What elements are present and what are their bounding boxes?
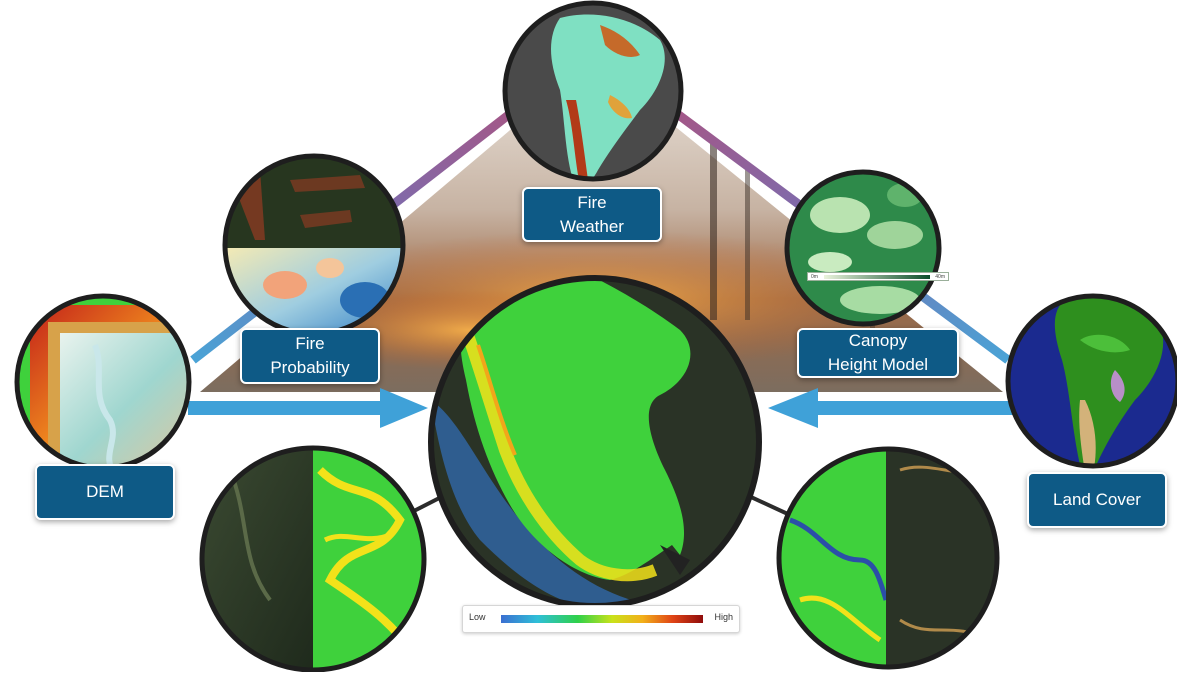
canopy-scale-low: 0m [811,274,818,280]
canopy-scale-bar [824,275,930,279]
land-cover-map [1005,293,1177,469]
canopy-scale-high: 40m [935,274,945,280]
fuel-comparison-right-map [776,446,1000,670]
fire-probability-label: Fire Probability [240,328,380,384]
fire-probability-text: Fire Probability [270,334,350,377]
canopy-height-text: Canopy Height Model [827,331,929,374]
land-cover-label: Land Cover [1027,472,1167,528]
fuel-comparison-left-map [199,445,427,673]
legend-low-label: Low [469,612,486,622]
canopy-height-scale: 0m 40m [807,272,949,281]
canopy-height-map [784,169,942,327]
dem-map [14,293,192,471]
fire-weather-map [502,0,684,182]
central-risk-map [428,275,762,609]
fire-weather-text: Fire Weather [560,192,624,236]
risk-color-legend: Low High [462,605,740,633]
land-cover-text: Land Cover [1053,490,1141,509]
dem-label: DEM [35,464,175,520]
canopy-height-label: Canopy Height Model [797,328,959,378]
arrow-right-icon [188,388,428,428]
legend-high-label: High [714,612,733,622]
fire-weather-label: Fire Weather [522,187,662,242]
legend-color-bar [501,615,703,623]
fire-probability-map [222,153,406,337]
dem-text: DEM [86,482,124,501]
arrow-left-icon [768,388,1015,428]
